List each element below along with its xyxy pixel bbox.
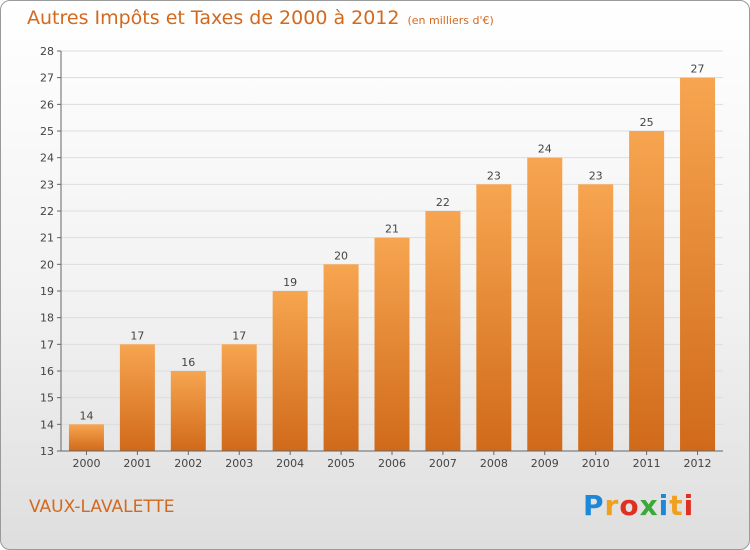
bar	[476, 184, 512, 452]
bar	[374, 237, 410, 451]
y-tick-label: 27	[40, 72, 54, 85]
proxiti-logo: Proxiti	[583, 489, 694, 522]
data-label: 14	[79, 409, 93, 422]
bar	[68, 424, 104, 451]
x-tick-label: 2004	[276, 457, 304, 470]
x-tick-label: 2011	[633, 457, 661, 470]
data-label: 25	[640, 116, 654, 129]
chart-title: Autres Impôts et Taxes de 2000 à 2012 (en…	[27, 7, 494, 29]
data-label: 19	[283, 276, 297, 289]
data-label: 27	[691, 63, 705, 76]
data-label: 24	[538, 143, 552, 156]
bar	[527, 157, 563, 451]
x-tick-label: 2003	[225, 457, 253, 470]
x-tick-label: 2002	[174, 457, 202, 470]
y-tick-label: 15	[40, 392, 54, 405]
bar	[425, 211, 461, 451]
bar	[272, 291, 308, 451]
bar	[323, 264, 359, 451]
y-tick-label: 14	[40, 418, 54, 431]
x-tick-label: 2000	[72, 457, 100, 470]
data-labels: 14 17 16 17 19 20 21 22 23 24 23 25 27	[79, 63, 704, 423]
bars	[68, 77, 716, 452]
data-label: 16	[181, 356, 195, 369]
y-tick-label: 24	[40, 152, 54, 165]
y-tick-label: 28	[40, 45, 54, 58]
y-axis-ticks: 13 14 15 16 17 18 19 20 21 22 23 24 25 26 27 28	[40, 45, 61, 458]
x-tick-label: 2006	[378, 457, 406, 470]
logo-letter: i	[683, 489, 695, 522]
y-tick-label: 17	[40, 338, 54, 351]
bar	[680, 77, 716, 452]
y-tick-label: 22	[40, 205, 54, 218]
logo-letter: o	[619, 489, 640, 522]
logo-letter: r	[604, 489, 620, 522]
y-tick-label: 26	[40, 98, 54, 111]
logo-letter: P	[583, 489, 605, 522]
chart-subtitle: (en milliers d'€)	[407, 14, 494, 27]
data-label: 17	[232, 329, 246, 342]
x-tick-label: 2005	[327, 457, 355, 470]
x-axis-ticks: 2000 2001 2002 2003 2004 2005 2006 2007 2008 2009…	[72, 451, 712, 470]
bar	[629, 131, 665, 451]
commune-name: VAUX-LAVALETTE	[29, 497, 175, 517]
x-tick-label: 2007	[429, 457, 457, 470]
data-label: 23	[589, 169, 603, 182]
y-tick-label: 18	[40, 312, 54, 325]
bar	[170, 371, 206, 451]
bar	[221, 344, 257, 451]
y-tick-label: 19	[40, 285, 54, 298]
y-tick-label: 16	[40, 365, 54, 378]
x-tick-label: 2010	[582, 457, 610, 470]
x-tick-label: 2009	[531, 457, 559, 470]
logo-letter: t	[669, 489, 684, 522]
data-label: 21	[385, 223, 399, 236]
data-label: 23	[487, 169, 501, 182]
x-tick-label: 2001	[123, 457, 151, 470]
y-tick-label: 25	[40, 125, 54, 138]
x-tick-label: 2012	[684, 457, 712, 470]
y-tick-label: 21	[40, 232, 54, 245]
y-tick-label: 23	[40, 178, 54, 191]
chart-title-text: Autres Impôts et Taxes de 2000 à 2012	[27, 7, 400, 29]
data-label: 22	[436, 196, 450, 209]
y-tick-label: 13	[40, 445, 54, 458]
logo-letter: x	[639, 489, 659, 522]
data-label: 17	[130, 329, 144, 342]
data-label: 20	[334, 249, 348, 262]
y-tick-label: 20	[40, 258, 54, 271]
logo-letter: i	[658, 489, 670, 522]
bar	[578, 184, 614, 452]
x-tick-label: 2008	[480, 457, 508, 470]
bar	[119, 344, 155, 451]
